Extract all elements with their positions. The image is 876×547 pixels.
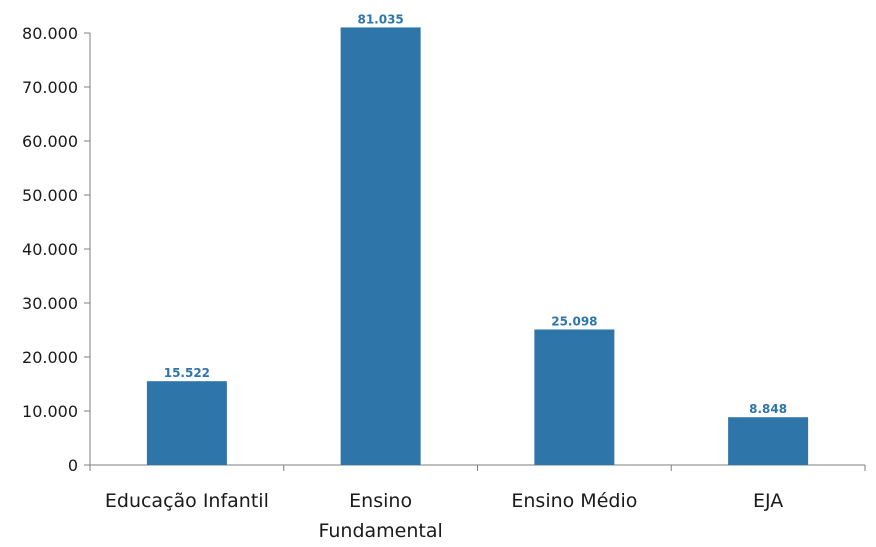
bar [534,329,615,465]
x-category-label: Educação Infantil [105,490,269,512]
y-tick-label: 80.000 [22,24,78,43]
data-label: 81.035 [357,12,403,26]
y-tick-label: 30.000 [22,294,78,313]
data-label: 8.848 [749,402,787,416]
data-labels: 15.522 81.035 25.098 8.848 [164,12,787,416]
bar [728,417,809,465]
data-label: 25.098 [551,314,597,328]
x-category-label: Ensino Médio [511,490,637,512]
x-axis: Educação Infantil Ensino Fundamental Ensino… [89,464,866,542]
y-tick-label: 0 [68,456,78,475]
y-tick-label: 70.000 [22,78,78,97]
y-tick-label: 50.000 [22,186,78,205]
y-tick-label: 40.000 [22,240,78,259]
y-tick-label: 60.000 [22,132,78,151]
y-tick-label: 20.000 [22,348,78,367]
x-category-label: Fundamental [318,520,442,542]
y-tick-label: 10.000 [22,402,78,421]
bars [146,27,809,465]
x-category-label: EJA [753,490,783,512]
bar [146,381,227,465]
data-label: 15.522 [164,366,210,380]
x-category-label: Ensino [349,490,412,512]
bar [340,27,421,465]
y-axis: 0 10.000 20.000 30.000 40.000 50.000 60.000 70.… [22,24,91,475]
